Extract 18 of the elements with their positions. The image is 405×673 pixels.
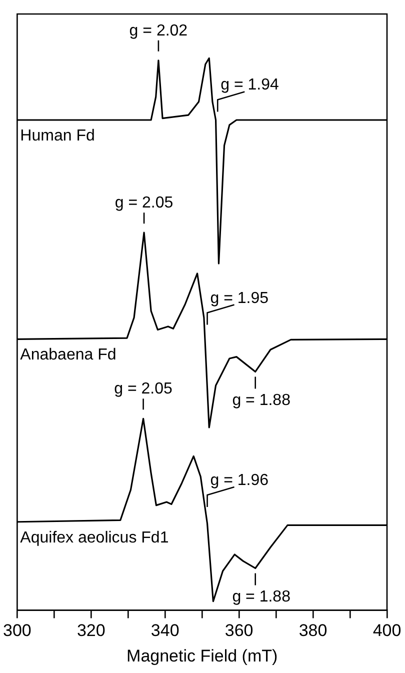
- annotation: g = 2.05: [114, 194, 174, 212]
- series-label: Human Fd: [20, 127, 95, 144]
- x-tick-label: 340: [150, 621, 180, 640]
- annotation: g = 1.96: [210, 472, 269, 489]
- x-tick-label: 320: [76, 621, 106, 640]
- series-label: Anabaena Fd: [20, 346, 116, 364]
- annotation: g = 1.95: [210, 290, 269, 307]
- x-tick-label: 360: [224, 621, 254, 640]
- x-tick-label: 300: [2, 621, 32, 640]
- series-label: Aquifex aeolicus Fd1: [20, 529, 169, 546]
- annotation: g = 2.05: [114, 380, 173, 398]
- annotation: g = 2.02: [129, 22, 188, 40]
- annotation: g = 1.88: [232, 588, 291, 606]
- x-axis-title: Magnetic Field (mT): [126, 646, 278, 666]
- annotation: g = 1.88: [232, 392, 291, 410]
- annotation: g = 1.94: [220, 76, 279, 94]
- x-tick-label: 380: [298, 621, 328, 640]
- x-tick-label: 400: [372, 621, 402, 640]
